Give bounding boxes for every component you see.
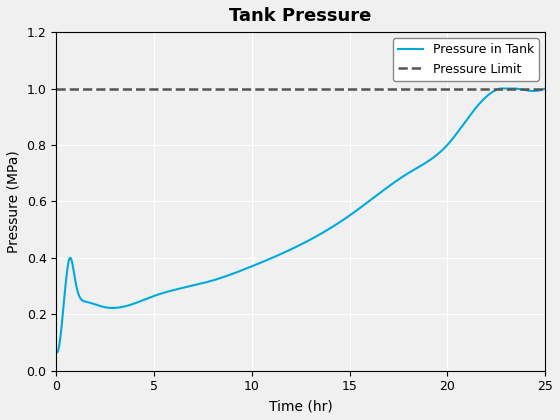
Pressure in Tank [53, 349, 59, 354]
Y-axis label: Pressure (MPa): Pressure (MPa) [7, 150, 21, 253]
Pressure in Tank [542, 86, 548, 91]
Pressure in Tank [418, 163, 424, 168]
Pressure in Tank [240, 267, 246, 272]
Pressure in Tank [371, 195, 377, 200]
Pressure in Tank [455, 129, 461, 134]
X-axis label: Time (hr): Time (hr) [269, 399, 333, 413]
Pressure Limit [53, 86, 59, 91]
Pressure in Tank [142, 297, 148, 302]
Line: Pressure in Tank: Pressure in Tank [56, 89, 545, 352]
Pressure in Tank [346, 213, 353, 218]
Pressure in Tank [497, 86, 504, 91]
Pressure Limit [72, 86, 79, 91]
Title: Tank Pressure: Tank Pressure [230, 7, 372, 25]
Pressure in Tank [54, 350, 60, 355]
Legend: Pressure in Tank, Pressure Limit: Pressure in Tank, Pressure Limit [393, 38, 539, 81]
